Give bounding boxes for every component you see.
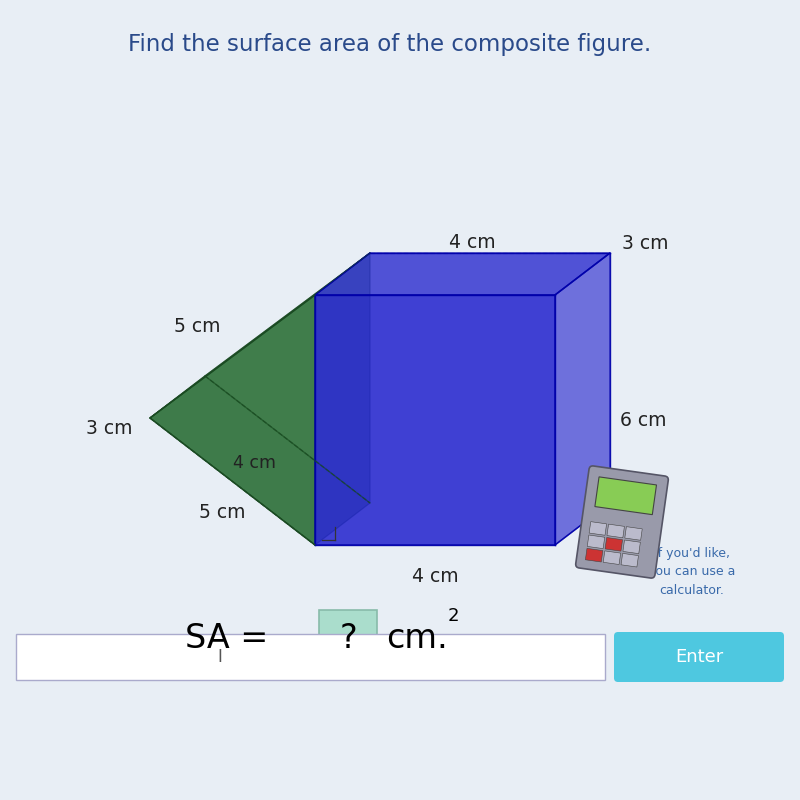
FancyBboxPatch shape xyxy=(595,477,657,514)
FancyBboxPatch shape xyxy=(16,634,605,680)
FancyBboxPatch shape xyxy=(607,524,625,538)
FancyBboxPatch shape xyxy=(576,466,668,578)
FancyBboxPatch shape xyxy=(623,540,640,554)
FancyBboxPatch shape xyxy=(319,610,377,666)
Polygon shape xyxy=(150,253,370,418)
FancyBboxPatch shape xyxy=(589,522,606,535)
Text: ?: ? xyxy=(339,622,357,654)
Text: 6 cm: 6 cm xyxy=(620,410,666,430)
Text: 4 cm: 4 cm xyxy=(233,454,276,471)
Polygon shape xyxy=(555,253,610,545)
Text: SA =: SA = xyxy=(185,622,279,654)
FancyBboxPatch shape xyxy=(605,538,622,551)
Text: 5 cm: 5 cm xyxy=(199,503,246,522)
Text: I: I xyxy=(218,648,222,666)
FancyBboxPatch shape xyxy=(625,526,642,540)
Text: 2: 2 xyxy=(448,607,459,625)
Text: Enter: Enter xyxy=(675,648,723,666)
Text: 5 cm: 5 cm xyxy=(174,318,221,337)
Polygon shape xyxy=(315,253,610,295)
Text: 4 cm: 4 cm xyxy=(449,233,496,252)
Text: 3 cm: 3 cm xyxy=(86,418,132,438)
FancyBboxPatch shape xyxy=(621,554,638,567)
Text: cm.: cm. xyxy=(386,622,448,654)
Polygon shape xyxy=(150,295,315,545)
FancyBboxPatch shape xyxy=(587,535,605,549)
FancyBboxPatch shape xyxy=(603,551,621,565)
Polygon shape xyxy=(315,295,555,545)
Text: If you'd like,
you can use a
calculator.: If you'd like, you can use a calculator. xyxy=(648,547,736,597)
Text: 3 cm: 3 cm xyxy=(622,234,669,253)
Text: 4 cm: 4 cm xyxy=(412,567,458,586)
Text: Find the surface area of the composite figure.: Find the surface area of the composite f… xyxy=(128,34,652,57)
FancyBboxPatch shape xyxy=(586,548,603,562)
Polygon shape xyxy=(150,376,370,545)
Polygon shape xyxy=(205,253,370,503)
FancyBboxPatch shape xyxy=(614,632,784,682)
